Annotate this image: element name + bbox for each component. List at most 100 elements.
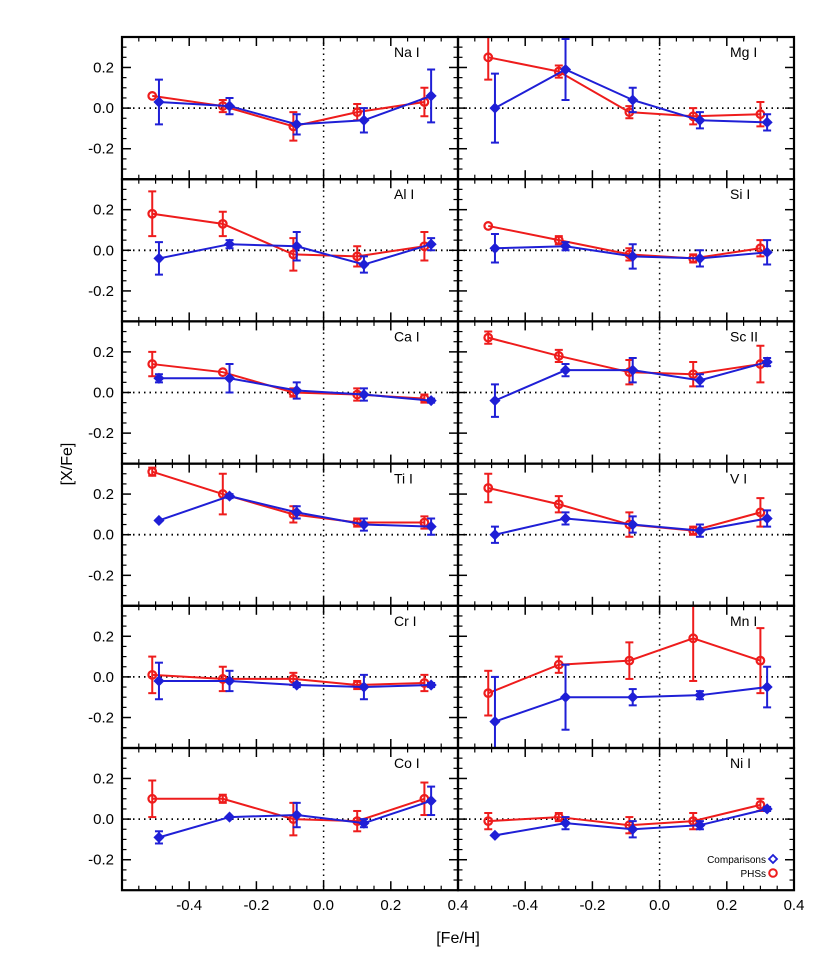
series-line [494,686,768,723]
comparison-point [291,506,303,518]
comparison-point [291,118,303,130]
comparison-point [761,246,773,258]
comparison-point [223,100,236,112]
series-comparisons [489,509,773,544]
phs-point [352,107,363,118]
series-phs [483,605,766,717]
series-phs [147,655,430,695]
series-comparisons [489,803,773,841]
comparison-point [153,831,165,843]
phs-point [755,799,766,810]
comparison-point [761,356,773,368]
x-tick-label: 0.0 [313,897,334,914]
series-line [488,224,761,260]
phs-point [147,669,158,680]
y-tick-label: -0.2 [88,283,114,300]
comparison-point [761,681,773,693]
element-label: Ti I [394,471,413,487]
comparison-point [627,691,639,703]
comparison-point [489,529,501,541]
series-comparisons [153,785,437,845]
comparison-point [761,512,773,525]
phs-point [483,332,494,343]
comparison-point [223,490,236,502]
comparison-point [559,691,572,703]
comparison-point [761,803,773,815]
phs-point [147,359,158,369]
x-tick-label: 0.4 [448,897,469,914]
element-label: Si I [730,186,750,202]
comparison-point [153,252,165,264]
comparison-point [627,250,639,262]
series-comparisons [489,663,773,748]
phs-point [147,793,158,804]
y-tick-label: 0.2 [93,59,114,76]
phs-point [483,816,494,827]
comparison-point [223,811,236,823]
comparison-point [291,384,303,397]
series-comparisons [153,490,437,536]
x-tick-label: -0.2 [243,897,269,914]
phs-point [217,793,228,804]
comparison-point [761,116,773,128]
legend-marker-phs [768,868,778,878]
comparison-point [489,102,501,114]
y-tick-label: 0.0 [93,527,114,544]
y-tick-label: 0.2 [93,344,114,361]
comparison-point [489,716,501,728]
series-line [152,797,425,823]
comparison-point [223,238,236,250]
y-tick-label: 0.2 [93,628,114,645]
comparison-point [358,681,370,693]
comparison-point [153,96,165,108]
comparison-point [358,817,370,829]
series-line [487,637,761,695]
series-phs [483,37,766,128]
element-label: Ni I [730,755,751,771]
element-label: Cr I [394,613,417,629]
x-tick-label: -0.4 [512,897,538,914]
phs-point [483,688,494,699]
comparison-point [358,388,370,401]
comparison-point [489,829,501,841]
y-tick-label: 0.0 [93,242,114,259]
comparison-point [358,518,370,531]
phs-point [217,367,228,378]
comparison-point [425,521,437,533]
series-comparisons [489,38,773,144]
y-tick-label: 0.0 [93,385,114,402]
comparison-point [358,114,370,126]
y-tick-label: 0.2 [93,770,114,787]
x-tick-label: 0.2 [380,897,401,914]
comparison-point [489,242,501,254]
series-phs [147,86,430,142]
comparison-point [291,240,303,252]
comparison-point [559,63,572,76]
panel-si-i: Si I [456,178,796,323]
series-phs [483,330,766,388]
comparison-point [425,679,437,691]
y-tick-label: 0.0 [93,669,114,686]
phs-point [147,208,158,219]
series-comparisons [153,661,437,701]
comparison-point [694,689,706,701]
panel-na-i: 0.2 0.0 -0.2 Na I [88,35,460,181]
y-tick-label: -0.2 [88,567,114,584]
element-label: Na I [394,44,420,60]
comparison-point [627,823,639,835]
phs-point [755,655,766,666]
panel-frame [456,746,796,892]
element-label: Sc II [730,328,758,344]
series-comparisons [153,363,437,407]
panels-layer: 0.20.0-0.2Na I Mg I0.20.0-0.2Al I Si I0.20… [88,35,804,914]
phs-point [755,507,766,518]
panel-cr-i: 0.2 0.0 -0.2 Cr I [88,604,460,750]
phs-point [483,52,494,63]
comparison-point [627,518,639,531]
series-line [487,336,761,376]
x-tick-label: 0.2 [716,897,737,914]
y-tick-label: 0.2 [93,486,114,503]
comparison-point [291,679,303,691]
series-comparisons [489,233,773,270]
